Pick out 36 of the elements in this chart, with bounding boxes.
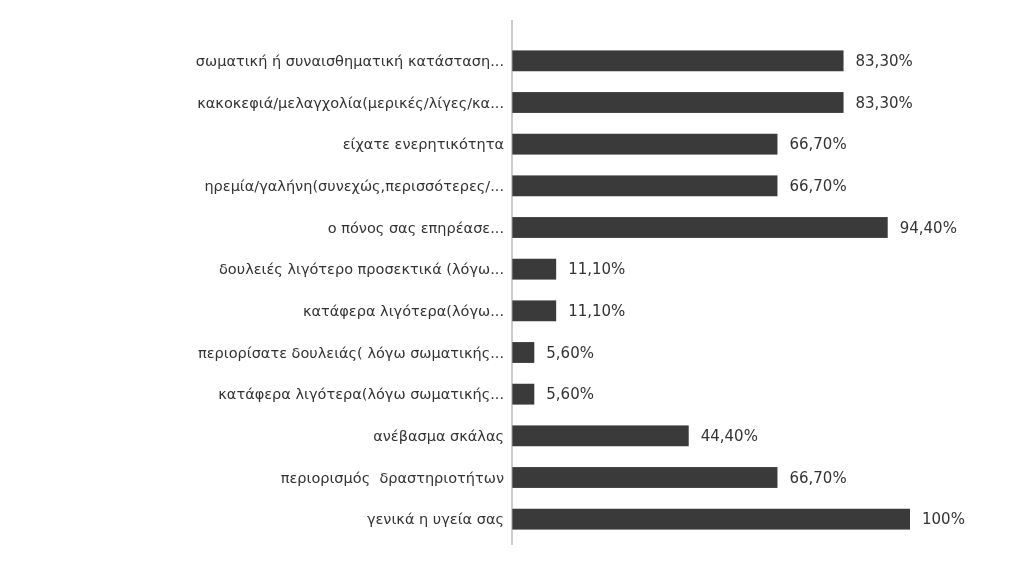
data-label: 66,70%: [789, 468, 847, 487]
y-tick-label: ο πόνος σας επηρέασε...: [327, 219, 504, 236]
y-tick-label: περιορίσατε δουλειάς( λόγω σωματικής...: [198, 344, 504, 361]
bar: [512, 383, 535, 405]
y-tick-label: δουλειές λιγότερο προσεκτικά (λόγω...: [219, 261, 504, 278]
bar: [512, 50, 844, 72]
y-tick-label: κατάφερα λιγότερα(λόγω σωματικής...: [218, 386, 504, 403]
data-label: 83,30%: [855, 52, 913, 71]
bar: [512, 92, 844, 113]
bar: [512, 175, 778, 197]
y-tick-label: περιορισμός δραστηριοτήτων: [280, 469, 504, 486]
data-label: 66,70%: [789, 135, 847, 154]
data-label: 94,40%: [899, 218, 957, 237]
y-tick-label: ανέβασμα σκάλας: [373, 427, 504, 444]
data-label: 11,10%: [568, 260, 626, 279]
data-label: 100%: [922, 510, 965, 529]
y-tick-label: σωματική ή συναισθηματική κατάσταση...: [195, 52, 504, 69]
y-tick-label: γενικά η υγεία σας: [366, 511, 504, 528]
bar: [512, 425, 689, 447]
data-label: 66,70%: [789, 177, 847, 196]
bar: [512, 133, 778, 155]
data-label: 44,40%: [700, 427, 758, 446]
bar: [512, 342, 535, 363]
y-tick-label: ηρεμία/γαλήνη(συνεχώς,περισσότερες/...: [204, 177, 504, 194]
bar: [512, 467, 778, 488]
data-label: 5,60%: [546, 385, 594, 404]
bar: [512, 300, 557, 322]
y-tick-label: κατάφερα λιγότερα(λόγω...: [302, 302, 504, 319]
bar: [512, 258, 557, 280]
bar: [512, 217, 888, 238]
data-label: 83,30%: [855, 93, 913, 112]
bar: [512, 508, 910, 530]
data-label: 11,10%: [568, 302, 626, 321]
y-tick-label: είχατε ενερητικότητα: [342, 136, 504, 153]
data-label: 5,60%: [546, 343, 594, 362]
y-tick-label: κακοκεφιά/μελαγχολία(μερικές/λίγες/κα...: [197, 94, 504, 111]
